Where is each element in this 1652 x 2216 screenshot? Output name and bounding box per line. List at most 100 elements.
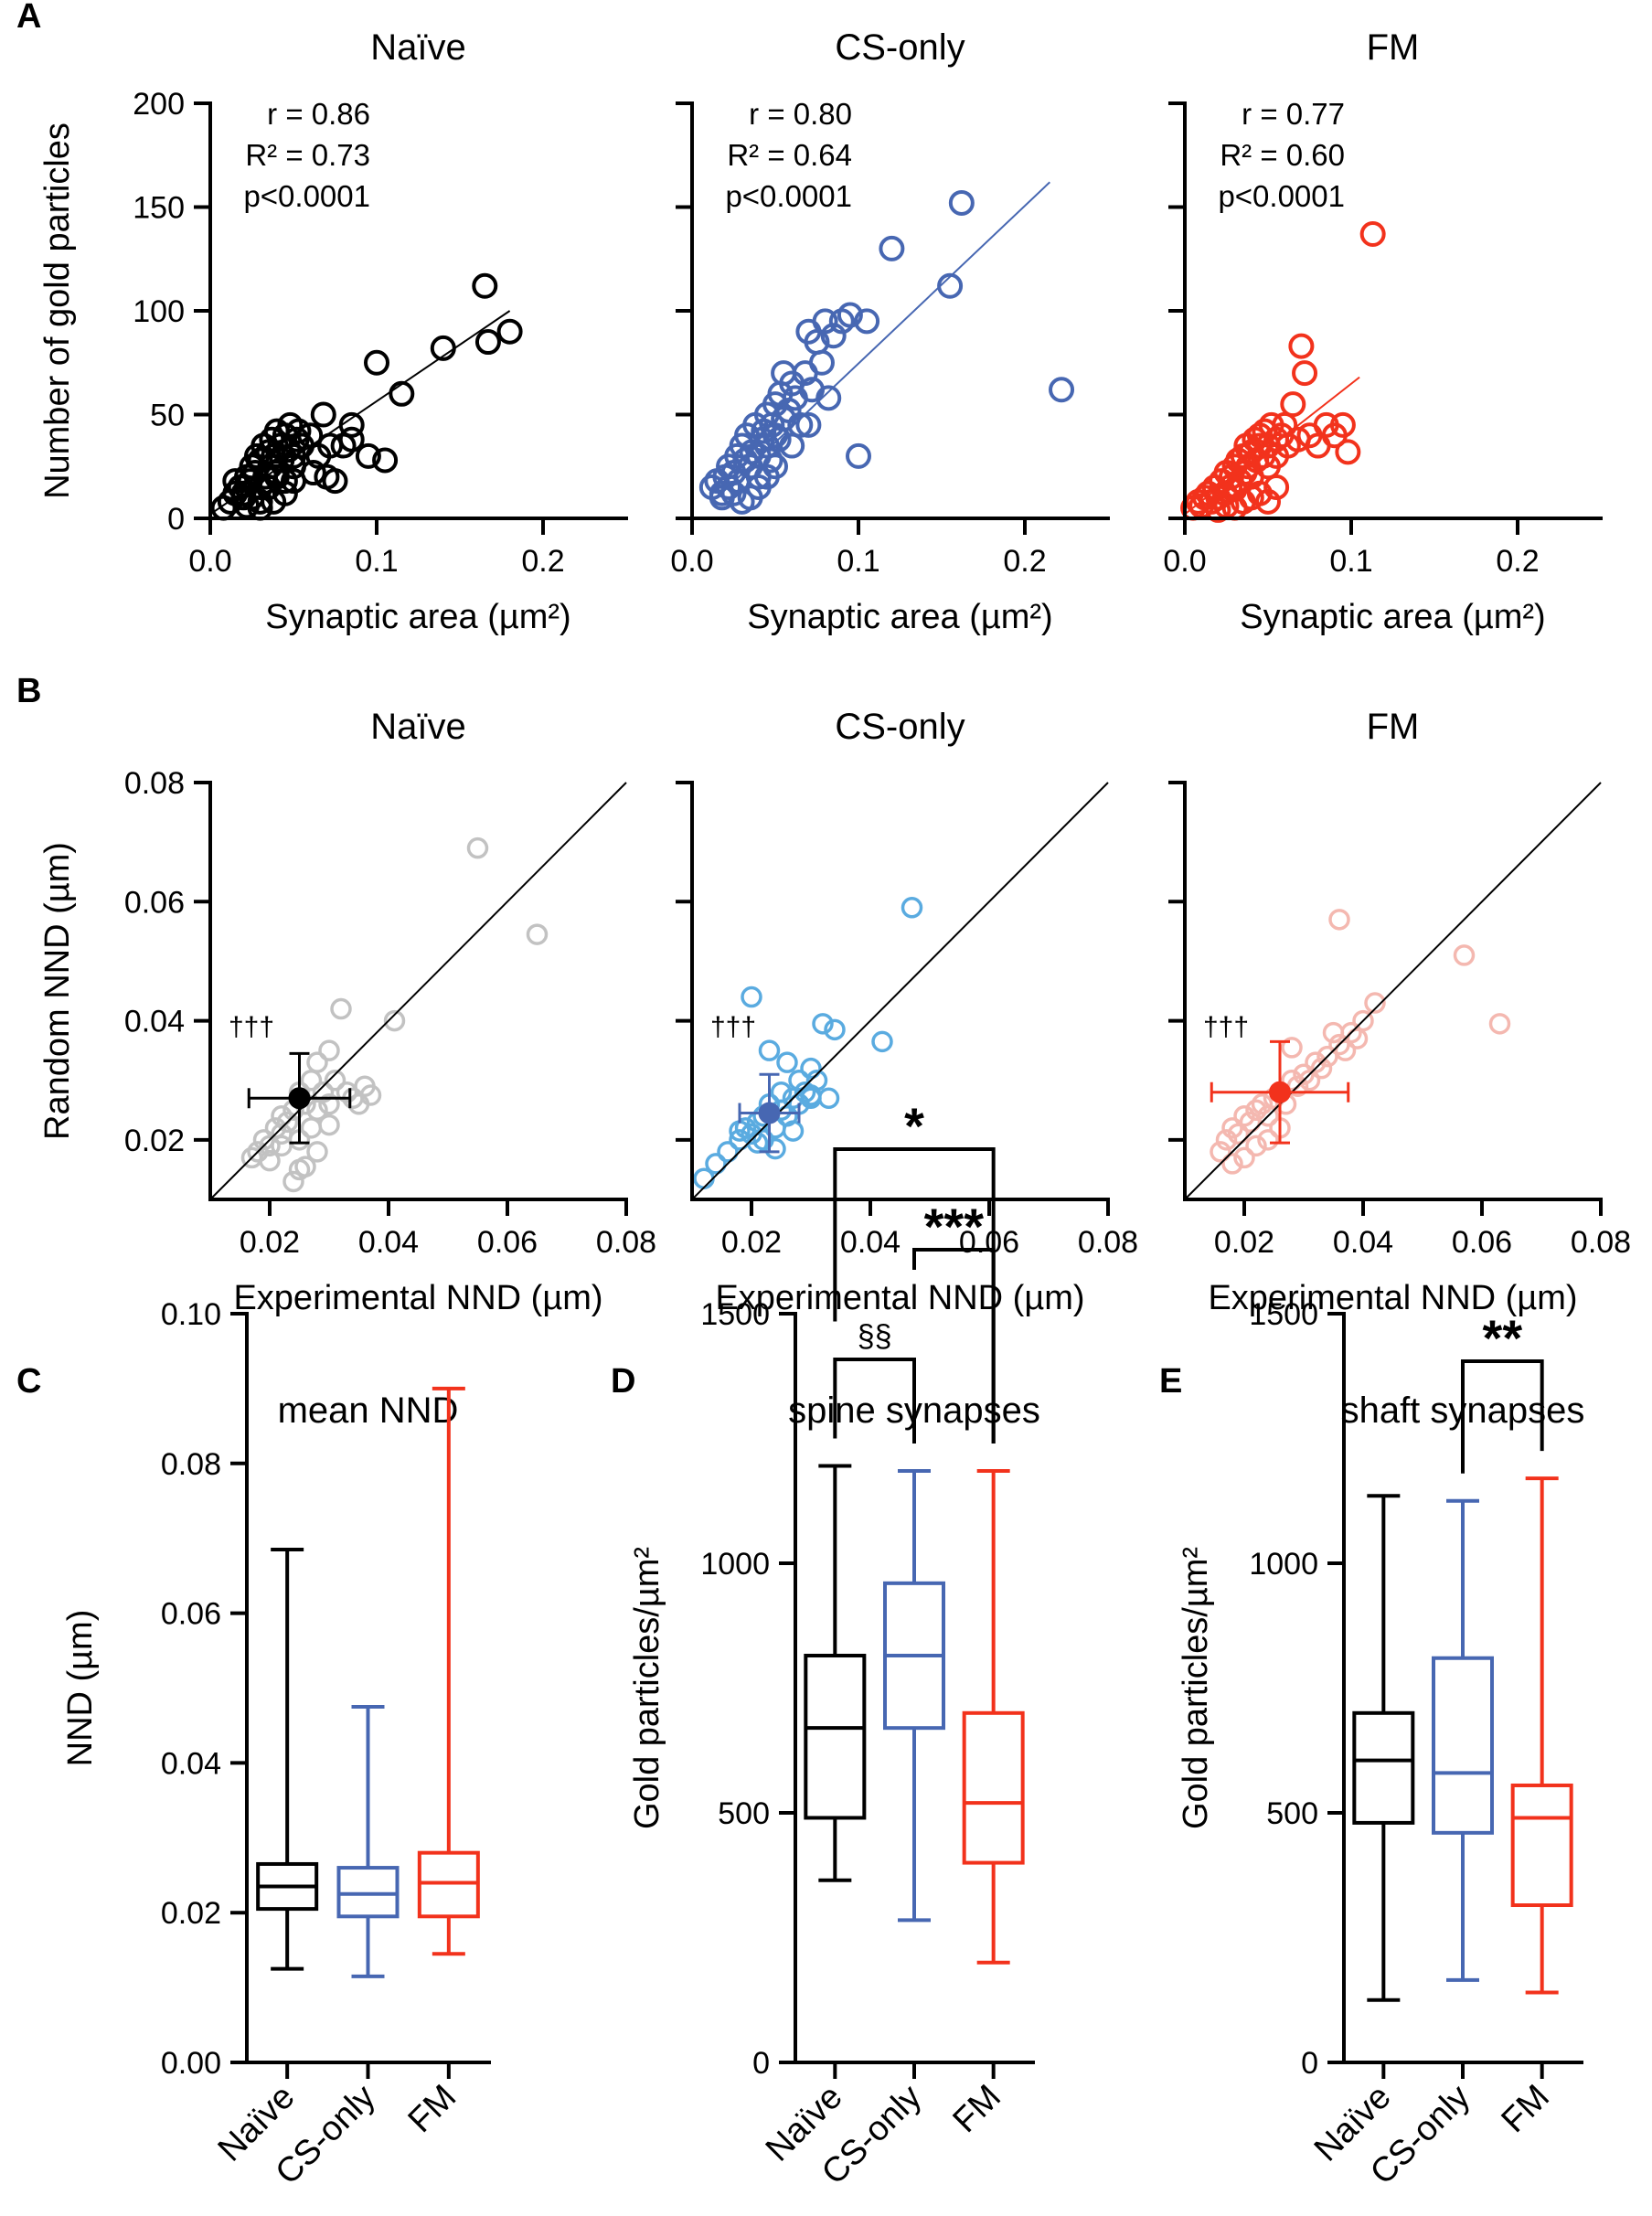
y-tick-label: 1000 (700, 1547, 770, 1582)
x-tick-label: 0.0 (670, 544, 713, 579)
data-point (312, 1081, 335, 1103)
data-point (288, 1158, 311, 1181)
x-tick-label: 0.0 (188, 544, 231, 579)
y-axis-label: Number of gold particles (38, 123, 77, 499)
y-tick-label: 200 (133, 87, 185, 122)
data-point (1364, 992, 1386, 1014)
y-tick-label: 50 (150, 399, 185, 433)
chart-title: CS-only (835, 707, 965, 747)
box-cs_only (883, 1468, 945, 1923)
significance-bracket (912, 1248, 996, 1444)
data-point (338, 426, 365, 453)
chart-a-na-ve: Naïve 0.0 0.1 0.2 0 50 100 150 200 Synaptic area … (38, 27, 628, 636)
data-points (698, 189, 1075, 515)
mean-point (1269, 1081, 1291, 1103)
data-point (318, 1093, 340, 1115)
regression-line (716, 181, 1050, 499)
data-point (1233, 1146, 1255, 1169)
x-tick-label: 0.04 (840, 1225, 901, 1260)
data-point (1210, 1141, 1231, 1163)
x-tick-label: 0.04 (1333, 1225, 1393, 1260)
chart-c-mean-nnd: mean NND 0.00 0.02 0.04 0.06 0.08 0.10 NND (µm)… (61, 1297, 491, 2192)
chart-title: FM (1367, 27, 1420, 68)
y-axis-label: NND (µm) (61, 1610, 100, 1767)
y-tick-label: 500 (718, 1796, 770, 1831)
y-axis-label: Gold particles/µm² (628, 1547, 666, 1829)
data-point (383, 1009, 406, 1032)
data-point (322, 468, 348, 495)
y-tick-label: 1000 (1249, 1547, 1318, 1582)
stat-line: r = 0.86 (267, 97, 370, 131)
data-points (1210, 909, 1511, 1175)
data-point (372, 447, 399, 474)
significance-label: *** (924, 1198, 985, 1255)
plots-layer: A B C D E Naïve 0.0 0.1 0.2 0 50 100 150 200 Synaptic … (16, 0, 1631, 2192)
data-point (1245, 1135, 1267, 1157)
box-naive (804, 1464, 867, 1882)
stat-line: p<0.0001 (1218, 179, 1345, 213)
y-tick-label: 0 (167, 502, 185, 537)
y-tick-label: 0.00 (161, 2046, 221, 2081)
chart-a-cs-only: CS-only 0.0 0.1 0.2 Synaptic area (µm²) r = 0… (670, 27, 1110, 636)
data-point (1305, 1051, 1327, 1073)
box-iqr (1432, 1656, 1494, 1835)
significance-label: * (904, 1097, 924, 1155)
data-point (787, 411, 814, 438)
chart-title: mean NND (278, 1390, 459, 1431)
data-point (359, 1084, 382, 1106)
data-points (1180, 221, 1386, 523)
y-tick-label: 0.04 (124, 1005, 185, 1039)
dagger-significance: ††† (710, 1012, 756, 1042)
data-point (776, 1051, 798, 1073)
stat-line: p<0.0001 (243, 179, 370, 213)
x-tick-label: 0.0 (1163, 544, 1206, 579)
x-axis-label: Experimental NND (µm) (715, 1279, 1084, 1317)
dagger-significance: ††† (1203, 1012, 1249, 1042)
x-tick-label: 0.08 (1078, 1225, 1138, 1260)
data-point (285, 418, 312, 444)
significance-label: §§ (858, 1319, 892, 1354)
stat-line: R² = 0.73 (245, 138, 370, 172)
y-tick-label: 0.08 (161, 1447, 221, 1482)
data-point (271, 1135, 293, 1157)
panel-letter-b: B (16, 672, 41, 710)
data-point (779, 432, 805, 459)
data-point (948, 189, 975, 216)
x-tick-label: 0.08 (1571, 1225, 1631, 1260)
data-point (716, 474, 742, 500)
identity-line (691, 782, 1109, 1200)
mean-error-bars (1210, 1039, 1350, 1145)
stat-line: R² = 0.64 (727, 138, 852, 172)
data-point (812, 308, 838, 335)
stat-line: r = 0.77 (1242, 97, 1345, 131)
x-axis-label: Experimental NND (µm) (1208, 1279, 1577, 1317)
box-fm (962, 1468, 1025, 1965)
data-points (693, 897, 923, 1189)
data-point (261, 488, 287, 515)
data-point (222, 468, 249, 495)
x-tick-label: 0.1 (1329, 544, 1372, 579)
box-cs_only (1432, 1498, 1494, 1982)
x-tick-label: 0.02 (1214, 1225, 1274, 1260)
data-point (762, 453, 788, 480)
data-point (808, 349, 835, 376)
data-point (770, 1081, 793, 1103)
data-point (1292, 360, 1318, 387)
panel-letter-c: C (16, 1362, 41, 1401)
data-point (1233, 1105, 1255, 1127)
data-point (472, 272, 498, 299)
x-tick-label: 0.2 (1003, 544, 1046, 579)
data-point (389, 380, 415, 407)
data-point (1340, 1021, 1362, 1044)
data-point (1049, 377, 1075, 403)
box-iqr (804, 1654, 867, 1820)
stat-line: R² = 0.60 (1220, 138, 1345, 172)
chart-title: CS-only (835, 27, 965, 68)
panel-letter-e: E (1159, 1362, 1182, 1401)
data-point (1263, 474, 1290, 500)
box-fm (417, 1386, 480, 1956)
data-point (474, 329, 501, 356)
y-axis-label: Gold particles/µm² (1177, 1547, 1215, 1829)
data-point (1488, 1013, 1511, 1035)
y-tick-label: 0.06 (161, 1597, 221, 1632)
